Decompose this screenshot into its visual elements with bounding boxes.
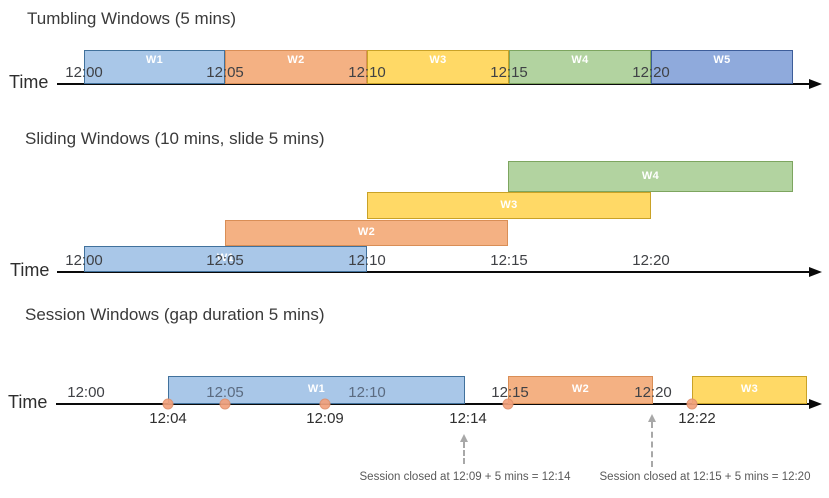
window-box-sliding-w4 [508,161,793,192]
event-time-label: 12:04 [149,410,187,427]
tick-label: 12:15 [490,64,528,81]
dashed-arrow [651,422,653,467]
timeline-arrowhead-icon [809,399,822,409]
window-box-session-w1 [168,376,465,404]
window-box-sliding-w1 [84,246,367,272]
window-box-sliding-w2 [225,220,508,246]
window-label-tumbling-w1: W1 [145,54,164,66]
dashed-arrow-head-icon [460,434,468,442]
event-dot [319,398,331,410]
section-title-session: Session Windows (gap duration 5 mins) [25,305,325,324]
tick-label: 12:20 [634,384,672,401]
window-box-tumbling-w2 [225,50,367,84]
section-title-sliding: Sliding Windows (10 mins, slide 5 mins) [25,129,325,148]
session-closed-note: Session closed at 12:15 + 5 mins = 12:20 [599,471,811,483]
tick-label: 12:10 [348,384,386,401]
window-label-session-w1: W1 [307,383,326,395]
time-axis-label: Time [10,260,50,280]
window-label-tumbling-w3: W3 [429,54,447,66]
session-closed-note: Session closed at 12:09 + 5 mins = 12:14 [359,471,571,483]
tick-label: 12:15 [491,384,529,401]
window-label-sliding-w2: W2 [357,226,376,238]
timeline [57,271,810,273]
window-label-sliding-w4: W4 [641,169,660,182]
tick-label: 12:00 [65,252,103,269]
window-box-tumbling-w5 [651,50,793,84]
section-title-tumbling: Tumbling Windows (5 mins) [27,9,237,28]
tick-label: 12:10 [348,64,386,81]
window-box-session-w2 [508,376,653,404]
window-label-tumbling-w4: W4 [571,54,589,66]
window-label-sliding-w1: W1 [216,252,235,264]
event-time-label: 12:22 [678,410,716,427]
window-box-sliding-w3 [367,192,651,219]
time-axis-label: Time [9,72,49,92]
window-box-tumbling-w4 [509,50,651,84]
window-box-tumbling-w3 [367,50,509,84]
window-label-tumbling-w2: W2 [287,54,305,66]
tick-label: 12:05 [206,384,244,401]
dashed-arrow [463,442,465,464]
tick-label: 12:00 [67,384,105,401]
event-dot [162,398,174,410]
event-dot [686,398,698,410]
tick-label: 12:05 [206,64,244,81]
window-box-session-w3 [692,376,807,404]
tick-label: 12:00 [65,64,103,81]
timeline-arrowhead-icon [809,79,822,89]
event-time-label: 12:09 [306,410,344,427]
tick-label: 12:10 [348,252,386,269]
event-dot [219,398,231,410]
window-label-tumbling-w5: W5 [713,54,731,66]
tick-label: 12:15 [490,252,528,269]
timeline [57,83,810,85]
tick-label: 12:20 [632,252,670,269]
tick-label: 12:20 [632,64,670,81]
dashed-arrow-head-icon [648,414,656,422]
window-label-session-w3: W3 [740,383,759,395]
tick-label: 12:05 [206,252,244,269]
window-box-tumbling-w1 [84,50,225,84]
event-time-label: 12:14 [449,410,487,427]
time-axis-label: Time [8,392,48,412]
timeline [56,403,810,405]
event-dot [502,398,514,410]
window-label-sliding-w3: W3 [500,198,518,211]
timeline-arrowhead-icon [809,267,822,277]
window-label-session-w2: W2 [571,383,590,395]
